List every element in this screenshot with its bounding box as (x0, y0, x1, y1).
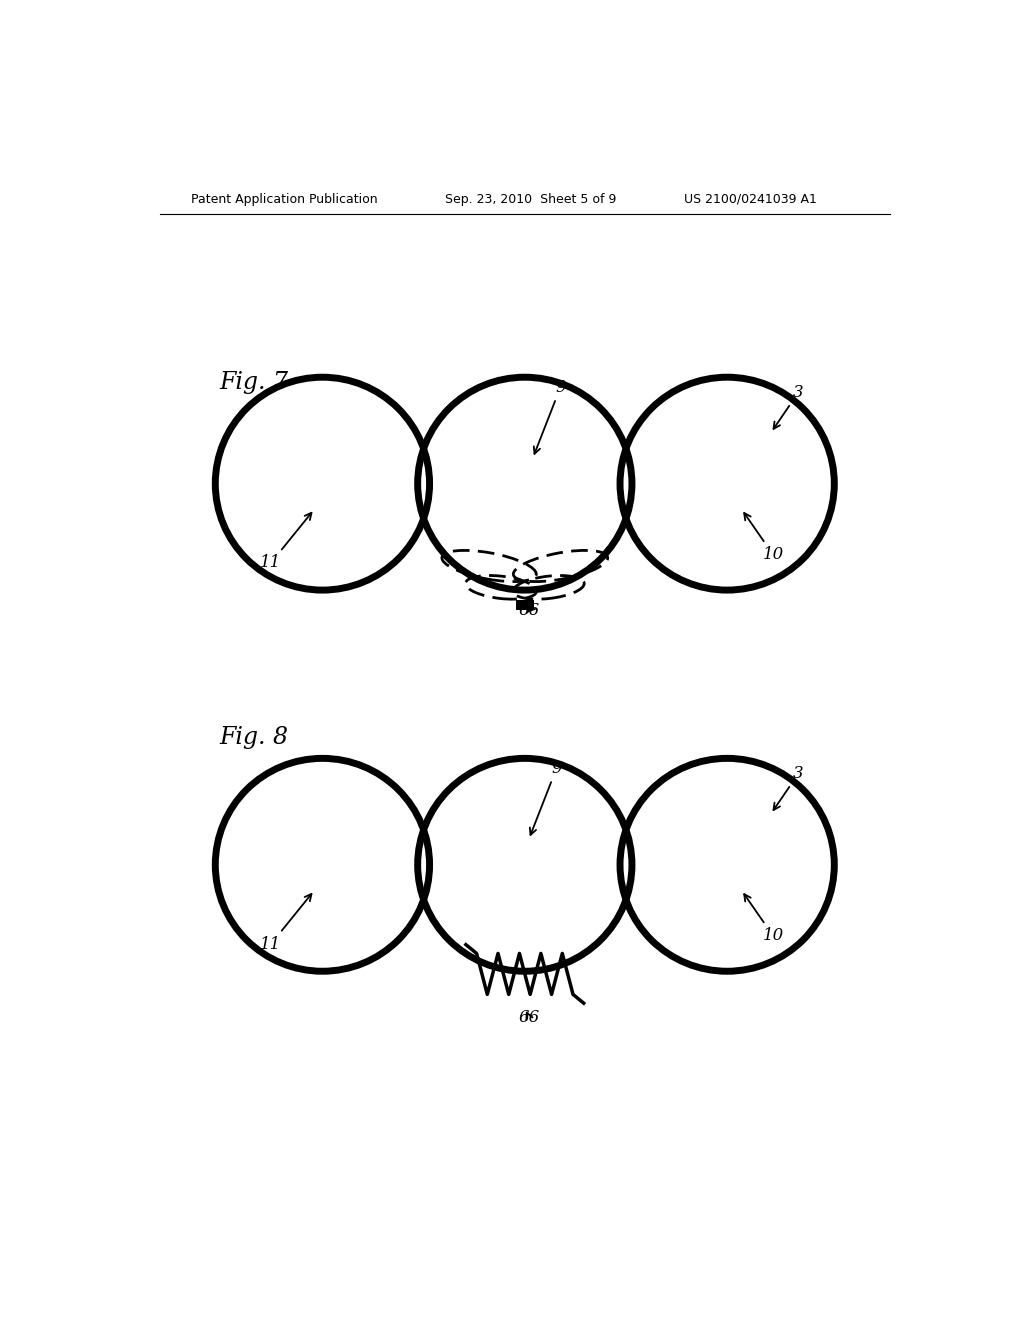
Text: 3: 3 (773, 764, 804, 810)
Text: US 2100/0241039 A1: US 2100/0241039 A1 (684, 193, 816, 206)
Text: 10: 10 (744, 894, 783, 944)
Text: 3: 3 (773, 384, 804, 429)
Text: Fig. 7: Fig. 7 (219, 371, 289, 393)
Text: Sep. 23, 2010  Sheet 5 of 9: Sep. 23, 2010 Sheet 5 of 9 (445, 193, 616, 206)
Text: Fig. 8: Fig. 8 (219, 726, 289, 750)
Text: 11: 11 (260, 512, 311, 572)
Text: Patent Application Publication: Patent Application Publication (191, 193, 378, 206)
Text: 9: 9 (534, 379, 566, 454)
Text: 66: 66 (518, 602, 540, 619)
Bar (516, 599, 534, 610)
Text: 10: 10 (744, 513, 783, 564)
Text: 11: 11 (260, 894, 311, 953)
Text: 9: 9 (529, 760, 562, 836)
Text: 66: 66 (518, 1008, 540, 1026)
